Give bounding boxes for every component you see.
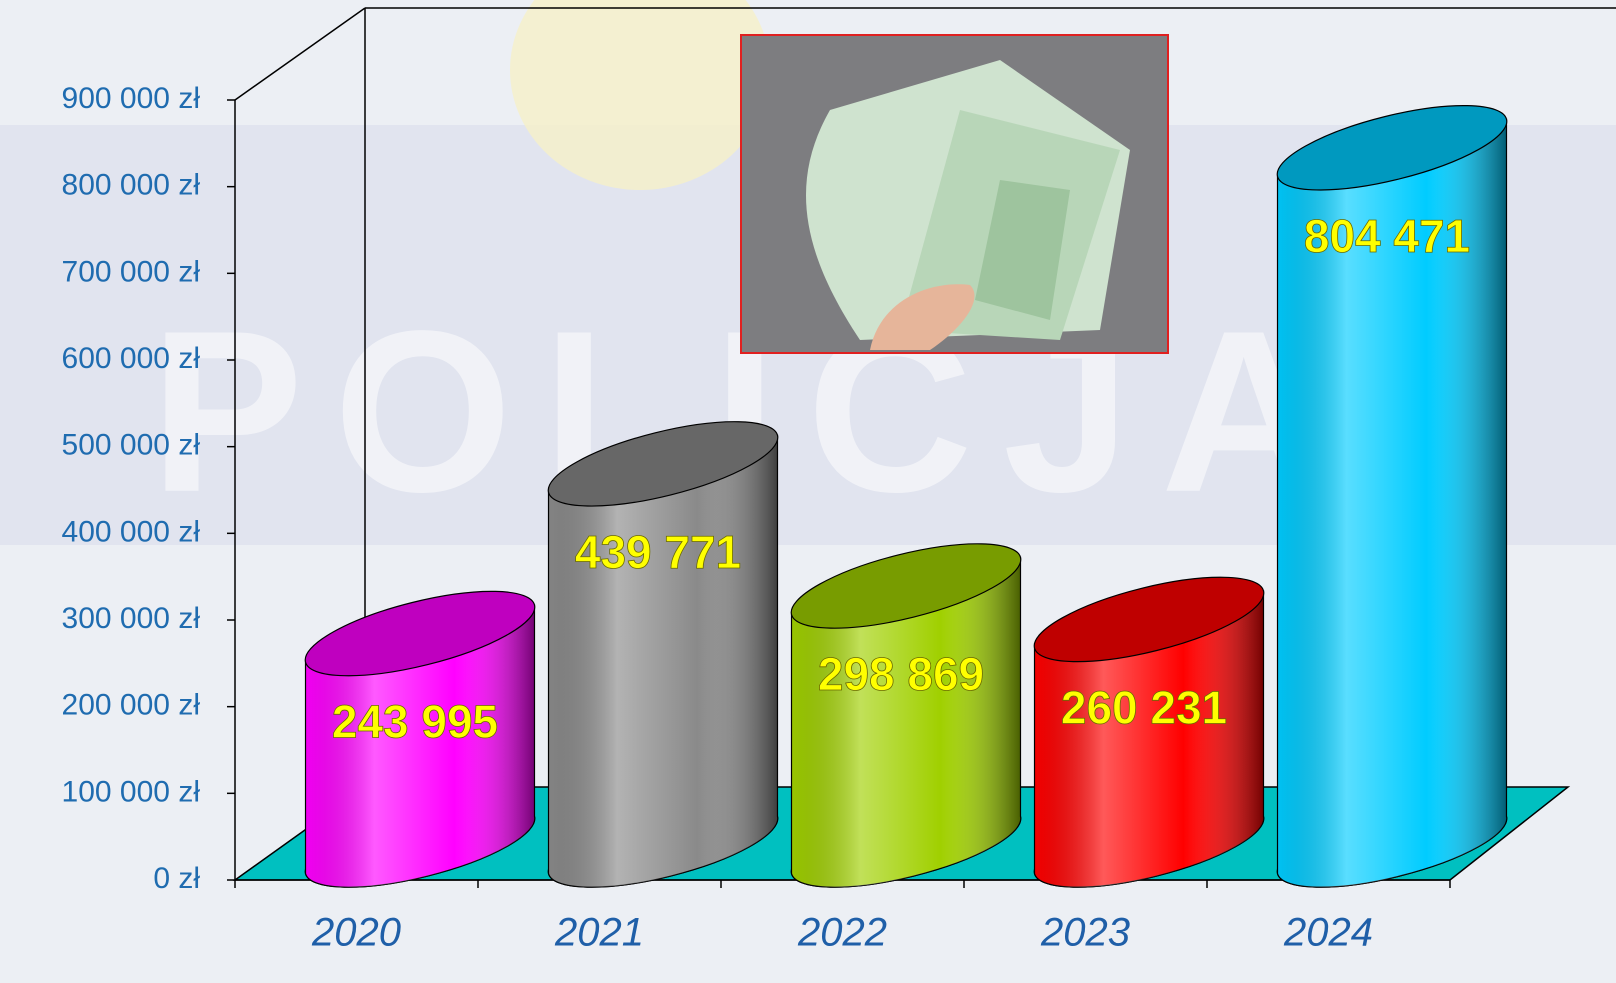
y-tick-label: 800 000 zł (62, 169, 201, 202)
cylinder (784, 526, 1028, 904)
value-label: 260 231 (1061, 682, 1227, 734)
y-tick-label: 400 000 zł (62, 515, 201, 548)
y-tick-label: 900 000 zł (62, 82, 201, 115)
value-label: 243 995 (332, 696, 498, 748)
value-label: 439 771 (575, 526, 741, 578)
chart: POLICJA 0 zł100 000 zł200 000 zł300 000 … (0, 0, 1616, 983)
y-tick-label: 200 000 zł (62, 689, 201, 722)
x-tick-label: 2022 (797, 911, 887, 955)
x-tick-label: 2024 (1283, 911, 1373, 955)
cylinder (541, 404, 785, 904)
value-label: 298 869 (818, 648, 984, 700)
x-tick-label: 2020 (311, 911, 401, 955)
y-tick-label: 300 000 zł (62, 602, 201, 635)
y-tick-label: 100 000 zł (62, 775, 201, 808)
y-tick-label: 0 zł (153, 862, 200, 895)
x-tick-label: 2021 (554, 911, 644, 955)
money-photo (741, 35, 1168, 353)
y-tick-label: 700 000 zł (62, 255, 201, 288)
y-tick-label: 600 000 zł (62, 342, 201, 375)
y-tick-label: 500 000 zł (62, 429, 201, 462)
x-tick-label: 2023 (1040, 911, 1130, 955)
value-label: 804 471 (1304, 210, 1470, 262)
